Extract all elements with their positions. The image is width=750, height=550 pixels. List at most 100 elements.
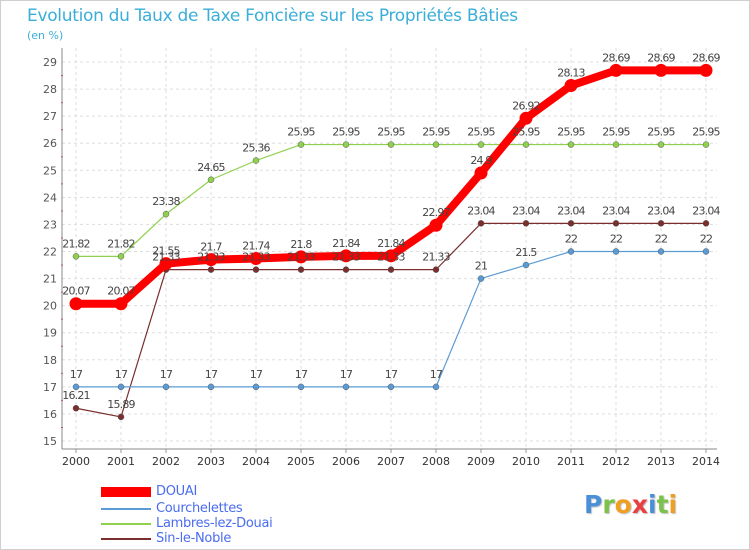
data-point-courchelettes <box>657 248 665 255</box>
plot-area <box>62 48 717 449</box>
data-point-lambres-lez-douai <box>522 141 530 148</box>
x-tick-label: 2010 <box>512 455 540 468</box>
data-point-sin-le-noble <box>612 220 620 227</box>
data-point-courchelettes <box>522 261 530 269</box>
data-label-douai: 28.69 <box>602 51 630 64</box>
data-point-douai <box>159 257 173 271</box>
logo-letter: i <box>648 490 657 519</box>
data-label-lambres-lez-douai: 25.95 <box>647 126 675 139</box>
data-point-courchelettes <box>387 383 395 391</box>
data-point-sin-le-noble <box>387 266 395 273</box>
data-point-sin-le-noble <box>117 413 125 421</box>
logo-letter: P <box>584 490 603 519</box>
data-label-douai: 21.55 <box>152 245 180 258</box>
data-label-sin-le-noble: 21.33 <box>152 251 180 264</box>
x-tick-label: 2009 <box>467 455 495 468</box>
data-label-courchelettes: 17 <box>160 368 173 381</box>
data-point-courchelettes <box>432 383 440 391</box>
data-label-courchelettes: 17 <box>205 368 218 381</box>
data-point-lambres-lez-douai <box>207 176 215 184</box>
x-tick-label: 2001 <box>107 455 135 468</box>
legend-item-sin-le-noble[interactable]: Sin-le-Noble <box>101 532 231 546</box>
legend-item-lambres-lez-douai[interactable]: Lambres-lez-Douai <box>101 516 273 531</box>
legend-item-courchelettes[interactable]: Courchelettes <box>101 501 243 516</box>
data-label-sin-le-noble: 21.33 <box>422 251 450 264</box>
x-tick-label: 2008 <box>422 455 450 468</box>
data-label-douai: 28.69 <box>647 51 675 64</box>
legend-swatch-sin-le-noble <box>101 538 151 540</box>
x-tick-label: 2011 <box>557 455 585 468</box>
data-point-douai <box>519 111 533 125</box>
data-point-sin-le-noble <box>252 266 260 273</box>
data-point-lambres-lez-douai <box>117 253 125 260</box>
proxiti-logo: Proxiti <box>584 490 677 519</box>
x-tick-label: 2000 <box>62 455 90 468</box>
data-point-lambres-lez-douai <box>72 253 80 260</box>
y-tick-label: 23 <box>43 218 57 231</box>
data-label-lambres-lez-douai: 25.36 <box>242 142 270 155</box>
data-label-douai: 26.92 <box>512 99 540 112</box>
legend-label-courchelettes: Courchelettes <box>156 501 243 516</box>
data-label-douai: 22.97 <box>422 206 450 219</box>
data-point-douai <box>609 63 623 77</box>
y-tick-label: 29 <box>43 56 57 69</box>
logo-letter: o <box>614 490 632 519</box>
y-tick-label: 22 <box>43 246 57 259</box>
data-label-lambres-lez-douai: 25.95 <box>332 126 360 139</box>
data-label-sin-le-noble: 21.33 <box>242 251 270 264</box>
legend-label-douai: DOUAI <box>156 484 197 499</box>
data-label-lambres-lez-douai: 25.95 <box>377 126 405 139</box>
data-label-douai: 28.69 <box>692 51 720 64</box>
data-point-douai <box>654 63 668 77</box>
data-label-douai: 21.8 <box>290 238 312 251</box>
data-label-courchelettes: 17 <box>340 368 353 381</box>
legend-label-lambres-lez-douai: Lambres-lez-Douai <box>156 516 273 531</box>
y-tick-label: 21 <box>43 273 57 286</box>
data-label-lambres-lez-douai: 21.82 <box>62 237 90 250</box>
data-point-douai <box>339 249 353 263</box>
data-label-sin-le-noble: 23.04 <box>647 204 675 217</box>
y-tick-label: 18 <box>43 354 57 367</box>
y-tick-label: 17 <box>43 381 57 394</box>
data-label-douai: 20.07 <box>107 285 135 298</box>
data-point-sin-le-noble <box>72 404 80 412</box>
x-tick-label: 2004 <box>242 455 270 468</box>
y-tick-label: 20 <box>43 300 57 313</box>
data-label-lambres-lez-douai: 25.95 <box>692 126 720 139</box>
data-point-lambres-lez-douai <box>657 141 665 148</box>
data-label-courchelettes: 17 <box>385 368 398 381</box>
data-point-douai <box>699 63 713 77</box>
data-label-courchelettes: 17 <box>70 368 83 381</box>
data-point-lambres-lez-douai <box>252 157 260 164</box>
x-tick-label: 2006 <box>332 455 360 468</box>
y-tick-label: 24 <box>43 191 57 204</box>
legend-item-douai[interactable]: DOUAI <box>101 485 197 499</box>
data-point-courchelettes <box>117 383 125 391</box>
data-label-courchelettes: 21.5 <box>515 246 537 259</box>
data-point-douai <box>474 166 488 180</box>
legend-swatch-lambres-lez-douai <box>101 523 151 525</box>
data-label-lambres-lez-douai: 21.82 <box>107 237 135 250</box>
data-label-courchelettes: 17 <box>250 368 263 381</box>
data-point-lambres-lez-douai <box>297 141 305 148</box>
data-point-lambres-lez-douai <box>567 141 575 148</box>
logo-letter: r <box>602 490 615 519</box>
data-point-lambres-lez-douai <box>342 141 350 148</box>
series-courchelettes <box>72 248 710 391</box>
legend-swatch-courchelettes <box>101 508 151 510</box>
data-label-sin-le-noble: 23.04 <box>467 204 495 217</box>
data-point-courchelettes <box>567 248 575 255</box>
data-point-courchelettes <box>72 383 80 391</box>
y-tick-label: 19 <box>43 327 57 340</box>
data-label-sin-le-noble: 21.33 <box>377 251 405 264</box>
data-label-courchelettes: 22 <box>610 233 622 246</box>
data-label-courchelettes: 22 <box>655 233 667 246</box>
logo-letter: i <box>668 490 678 519</box>
y-tick-label: 15 <box>43 435 57 448</box>
logo-letter: t <box>656 490 669 519</box>
data-point-lambres-lez-douai <box>162 210 170 218</box>
data-label-lambres-lez-douai: 25.95 <box>602 126 630 139</box>
y-tick-label: 16 <box>43 408 57 421</box>
